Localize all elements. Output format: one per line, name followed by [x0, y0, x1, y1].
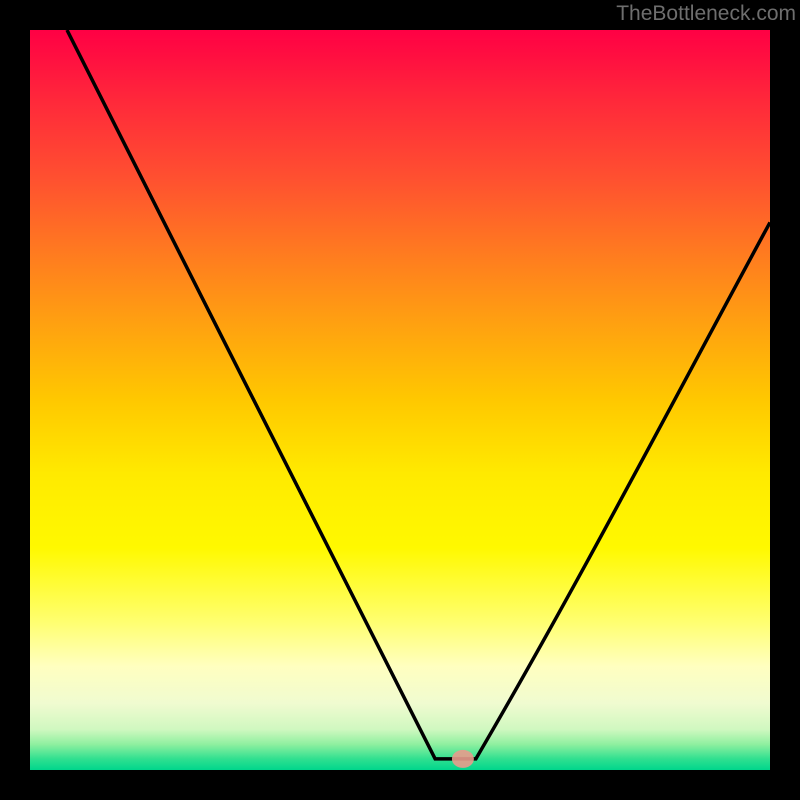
plot-background — [30, 30, 770, 770]
optimal-marker — [452, 750, 474, 768]
bottleneck-chart — [0, 0, 800, 800]
watermark-text: TheBottleneck.com — [616, 2, 796, 26]
